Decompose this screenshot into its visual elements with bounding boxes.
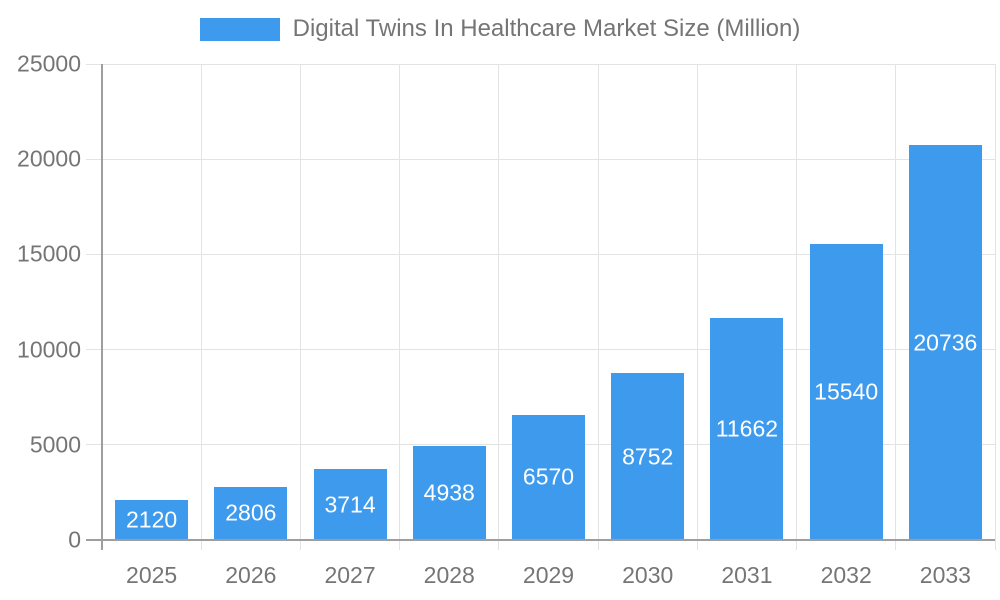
x-axis-tick-label: 2027	[324, 562, 376, 588]
gridline-y	[86, 349, 995, 351]
gridline-x	[399, 64, 401, 550]
bar-value-label: 2120	[126, 506, 178, 533]
x-axis-tick-label: 2028	[423, 562, 475, 588]
y-axis-tick-label: 25000	[17, 50, 81, 77]
gridline-x	[299, 64, 301, 550]
legend-swatch-icon	[199, 17, 280, 41]
gridline-x	[200, 64, 202, 550]
bar-2032	[809, 244, 883, 540]
bar-value-label: 6570	[522, 463, 575, 490]
x-axis-tick-label: 2031	[721, 562, 773, 588]
y-axis-tick-label: 5000	[29, 431, 81, 458]
bar-value-label: 3714	[324, 491, 376, 518]
bar-value-label: 11662	[715, 415, 779, 442]
bar-value-label: 20736	[913, 329, 978, 356]
gridline-x	[796, 64, 798, 550]
gridline-x	[597, 64, 599, 550]
bar-2026	[214, 486, 288, 540]
gridline-y	[86, 158, 995, 160]
x-axis-line	[86, 539, 995, 541]
gridline-x	[994, 64, 996, 550]
legend: Digital Twins In Healthcare Market Size …	[0, 15, 1000, 43]
x-axis-tick-label: 2032	[820, 562, 872, 588]
bar-value-label: 15540	[814, 378, 879, 405]
gridline-x	[696, 64, 698, 550]
y-axis-tick-label: 10000	[17, 336, 81, 363]
gridline-y	[86, 63, 995, 65]
legend-item[interactable]: Digital Twins In Healthcare Market Size …	[199, 15, 801, 43]
bar-2028	[412, 445, 486, 540]
x-axis-tick-label: 2026	[225, 562, 277, 588]
bar-2027	[313, 469, 387, 540]
x-axis-tick-label: 2025	[126, 562, 178, 588]
bar-2033	[908, 145, 982, 540]
y-axis-tick-label: 15000	[17, 240, 81, 267]
gridline-x	[895, 64, 897, 550]
y-axis-tick-label: 20000	[17, 145, 81, 172]
y-axis-line	[101, 64, 103, 550]
bar-2029	[512, 414, 585, 540]
bar-2025	[115, 499, 189, 540]
x-axis-tick-label: 2029	[522, 562, 575, 588]
bar-2031	[710, 317, 784, 540]
bar-value-label: 2806	[225, 499, 277, 526]
gridline-x	[498, 64, 500, 550]
bar-value-label: 8752	[622, 443, 674, 470]
bar-2030	[611, 373, 685, 540]
gridline-y	[86, 253, 995, 255]
x-axis-tick-label: 2030	[622, 562, 674, 588]
bar-value-label: 4938	[423, 479, 475, 506]
x-axis-tick-label: 2033	[919, 562, 971, 588]
legend-label: Digital Twins In Healthcare Market Size …	[292, 15, 801, 42]
y-axis-tick-label: 0	[68, 526, 81, 553]
